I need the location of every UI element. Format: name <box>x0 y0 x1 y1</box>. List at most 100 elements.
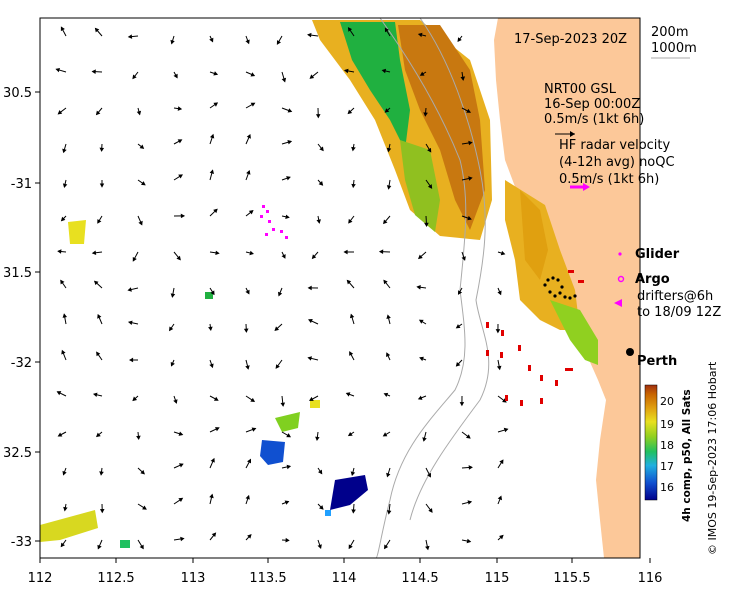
velocity-arrow-head <box>177 106 183 111</box>
velocity-arrow-head <box>349 313 355 319</box>
velocity-arrow-head <box>315 436 320 442</box>
velocity-arrow-head <box>461 256 466 261</box>
velocity-arrow-head <box>465 434 471 439</box>
velocity-arrow-head <box>208 326 213 332</box>
velocity-arrow-head <box>345 392 351 397</box>
velocity-arrow-head <box>61 349 66 355</box>
velocity-arrow-head <box>417 254 423 260</box>
velocity-arrow-head <box>425 545 430 551</box>
velocity-arrow-head <box>128 357 134 363</box>
velocity-arrow-head <box>427 472 432 478</box>
velocity-arrow-head <box>318 469 323 475</box>
velocity-arrow-head <box>245 39 250 45</box>
velocity-arrow-head <box>170 362 175 367</box>
velocity-arrow-head <box>209 169 214 175</box>
velocity-arrow-head <box>350 471 356 476</box>
velocity-arrow-head <box>62 183 68 189</box>
velocity-arrow-head <box>176 255 181 261</box>
velocity-arrow-head <box>99 508 105 514</box>
velocity-arrow-head <box>136 435 141 441</box>
velocity-arrow-head <box>92 392 98 398</box>
velocity-arrow-head <box>209 363 214 369</box>
velocity-arrow-head <box>466 538 472 544</box>
velocity-arrow-head <box>383 279 388 285</box>
velocity-arrow-head <box>250 102 256 107</box>
velocity-arrow-head <box>497 495 503 501</box>
velocity-arrow-head <box>250 72 256 77</box>
velocity-arrow-head <box>428 508 433 513</box>
colorbar-tick-label: 18 <box>660 439 674 452</box>
argo-legend-label: Argo <box>635 272 670 287</box>
velocity-arrow-head <box>351 146 356 152</box>
velocity-arrow-head <box>286 176 291 181</box>
drifter-legend-label-1: drifters@6h <box>637 289 713 304</box>
velocity-arrow-head <box>307 356 312 361</box>
velocity-arrow-head <box>178 497 184 502</box>
velocity-arrow-head <box>317 544 322 550</box>
velocity-arrow-head <box>499 459 504 465</box>
velocity-arrow-head <box>286 433 291 438</box>
radar-label-1: HF radar velocity <box>559 138 671 153</box>
velocity-arrow-head <box>142 505 147 510</box>
velocity-arrow-head <box>281 77 287 83</box>
velocity-arrow-head <box>348 218 353 224</box>
x-tick-label: 112 <box>28 571 53 586</box>
velocity-arrow-head <box>180 213 186 219</box>
velocity-arrow-head <box>278 291 283 297</box>
velocity-arrow-head <box>315 114 321 119</box>
velocity-arrow-head <box>386 510 392 515</box>
velocity-arrow-head <box>503 427 509 433</box>
y-axis-ticks: 30.5 -31 31.5 -32 32.5 -33 <box>3 86 40 550</box>
velocity-arrow-head <box>346 279 352 285</box>
velocity-arrow-head <box>416 285 421 290</box>
velocity-arrow-head <box>96 351 101 357</box>
velocity-arrow-head <box>424 222 429 228</box>
velocity-arrow-head <box>178 463 184 468</box>
plot-frame <box>39 17 641 559</box>
isobath-200-label: 200m <box>651 25 688 40</box>
velocity-arrow-head <box>343 249 348 255</box>
x-tick-label: 113 <box>181 571 206 586</box>
glider-legend-icon <box>618 252 622 256</box>
velocity-arrow-head <box>170 293 176 298</box>
velocity-arrow-head <box>91 69 96 74</box>
velocity-arrow-head <box>316 219 321 224</box>
velocity-arrow-head <box>132 396 138 402</box>
colorbar-title: 4h comp, p50, All Sats <box>681 389 693 522</box>
velocity-arrow-head <box>127 287 132 292</box>
velocity-arrow-head <box>57 432 63 437</box>
velocity-arrow-head <box>95 432 101 438</box>
velocity-arrow-head <box>213 102 219 107</box>
velocity-arrow-head <box>381 68 387 74</box>
velocity-arrow-head <box>347 109 353 115</box>
velocity-arrow-head <box>343 68 349 74</box>
velocity-arrow-head <box>351 509 356 514</box>
velocity-arrow-head <box>275 364 280 369</box>
velocity-arrow-head <box>468 176 473 181</box>
velocity-arrow-head <box>467 215 472 221</box>
velocity-arrow-head <box>419 71 425 76</box>
velocity-arrow-head <box>318 181 324 186</box>
velocity-arrow-head <box>251 427 257 432</box>
velocity-arrow-head <box>386 352 391 358</box>
velocity-arrow-head <box>386 185 392 190</box>
velocity-arrow-head <box>136 110 142 116</box>
velocity-arrow-head <box>132 74 137 80</box>
velocity-arrow-head <box>94 27 100 33</box>
velocity-arrow-head <box>132 256 137 262</box>
velocity-arrow-head <box>99 147 105 152</box>
velocity-arrow-head <box>245 494 250 500</box>
x-tick-label: 115.5 <box>553 571 590 586</box>
hf-radar-vectors <box>486 270 584 406</box>
velocity-arrow-head <box>246 170 251 175</box>
velocity-arrow-head <box>249 250 255 256</box>
velocity-arrow-head <box>307 285 312 291</box>
velocity-arrow-head <box>213 396 219 401</box>
velocity-arrow-head <box>210 457 215 463</box>
velocity-arrow-head <box>215 427 220 432</box>
x-tick-label: 113.5 <box>249 571 286 586</box>
velocity-arrow-head <box>62 470 67 476</box>
colorbar-tick-label: 17 <box>660 460 674 473</box>
credit-text: © IMOS 19-Sep-2023 17:06 Hobart <box>706 361 719 555</box>
velocity-arrow-head <box>170 39 175 45</box>
